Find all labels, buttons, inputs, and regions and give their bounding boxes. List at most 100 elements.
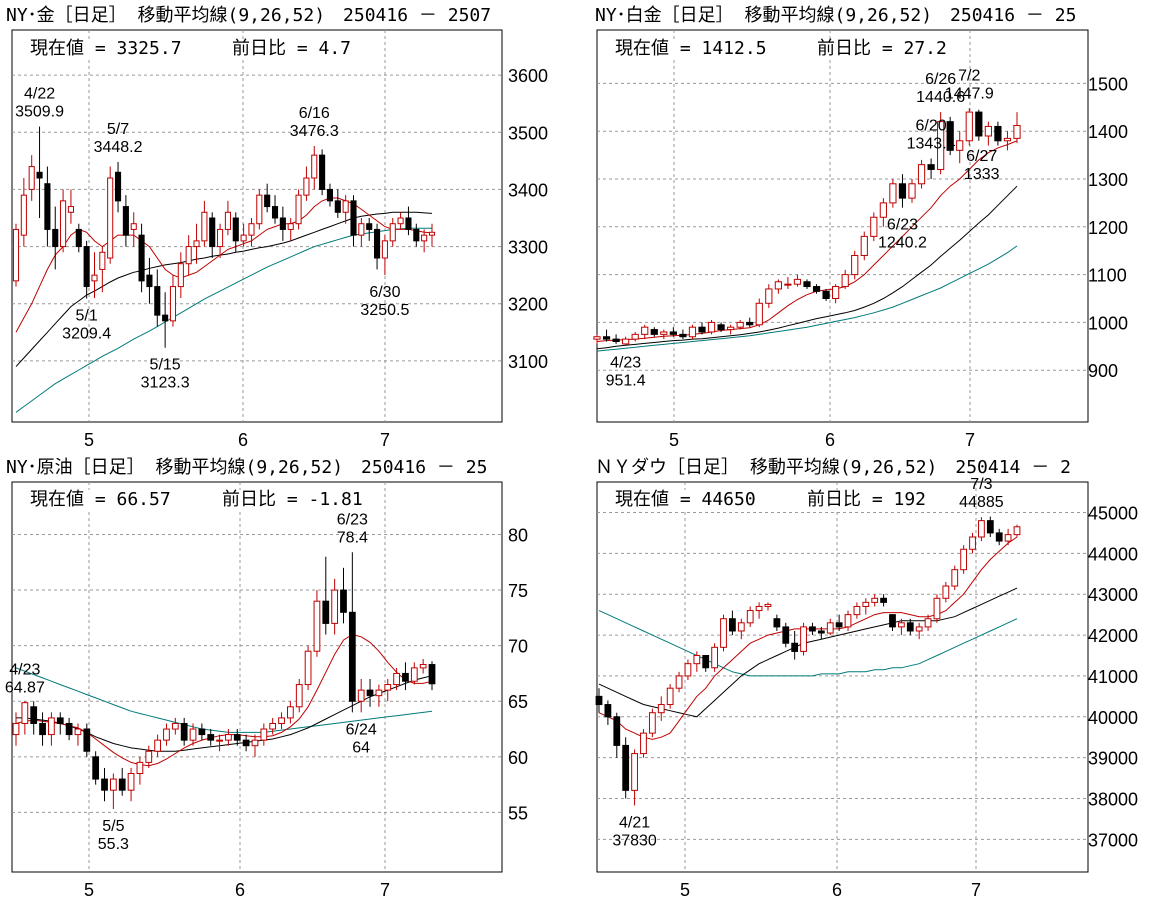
candle-body	[809, 626, 816, 632]
candle-body	[374, 228, 381, 259]
candle	[698, 322, 706, 335]
candle	[12, 223, 20, 287]
candle	[933, 594, 941, 623]
y-tick-label: 3500	[508, 123, 548, 143]
candle	[374, 223, 381, 270]
candle-body	[419, 664, 427, 669]
candle	[879, 198, 887, 227]
candle	[774, 279, 782, 294]
candle	[835, 614, 843, 631]
annotation-value: 37830	[612, 832, 657, 849]
candle-body	[130, 223, 137, 230]
candle-body	[666, 687, 674, 706]
candle	[169, 275, 177, 327]
candle	[1013, 524, 1021, 537]
candle-body	[707, 321, 716, 333]
candle-body	[660, 331, 668, 335]
candle	[924, 614, 932, 631]
candle-body	[421, 234, 428, 242]
candle	[812, 284, 821, 294]
annotation-date: 4/23	[9, 662, 40, 679]
candle	[937, 112, 945, 175]
candle-body	[216, 739, 223, 742]
candle-body	[906, 622, 914, 632]
candle	[951, 565, 959, 591]
candle	[350, 195, 357, 247]
annotation-date: 6/30	[369, 284, 400, 301]
candle-body	[127, 773, 135, 791]
ma26-line	[596, 185, 1018, 350]
candle-body	[879, 202, 887, 218]
candle	[216, 734, 223, 752]
candle	[413, 223, 420, 247]
x-tick-label: 7	[380, 880, 390, 900]
candle-body	[20, 194, 27, 236]
candle	[271, 195, 279, 224]
candle	[217, 223, 224, 258]
candle	[260, 723, 268, 746]
chart-panel-gold: NY･金［日足］ 移動平均線(9,26,52) 250416 － 2507 5 6…	[0, 0, 585, 451]
candle-body	[413, 228, 420, 242]
candle	[225, 729, 232, 746]
ma9-line	[15, 197, 433, 333]
y-tick-label: 41000	[1088, 667, 1138, 687]
candle-body	[389, 223, 396, 242]
candle-body	[162, 314, 169, 322]
candle-body	[995, 532, 1003, 542]
candle	[755, 298, 763, 328]
candle	[74, 723, 82, 746]
ma52-line	[598, 610, 1018, 677]
chart-header: NY･原油［日足］ 移動平均線(9,26,52) 250416 － 25	[6, 457, 488, 478]
candle-body	[251, 739, 259, 747]
candle-body	[835, 622, 843, 628]
candle	[602, 329, 611, 342]
day-change: 前日比 = 192	[807, 489, 927, 510]
candle-body	[295, 194, 302, 225]
candle	[736, 320, 744, 330]
candle	[746, 317, 754, 328]
candle-body	[107, 177, 114, 259]
candle	[21, 701, 29, 735]
annotation-date: 6/24	[346, 721, 377, 738]
annotation-date: 6/27	[966, 148, 997, 165]
candle	[402, 662, 409, 691]
candle-body	[163, 728, 170, 741]
candle	[428, 223, 436, 247]
candle-body	[410, 667, 418, 682]
candle-body	[933, 597, 941, 620]
candle-body	[12, 228, 20, 282]
candle	[311, 146, 318, 190]
candle	[28, 155, 35, 201]
candle	[1013, 112, 1021, 144]
plot-frame	[11, 481, 503, 873]
candle	[1003, 131, 1012, 151]
candle	[702, 655, 710, 672]
candle-body	[264, 194, 271, 208]
candle-body	[242, 739, 250, 747]
candle-body	[889, 614, 896, 628]
candle-body	[118, 778, 126, 791]
candle-body	[65, 722, 73, 736]
candle	[269, 717, 277, 735]
candle-body	[604, 704, 612, 718]
candle-body	[154, 739, 161, 752]
candle	[136, 756, 144, 785]
candle-body	[889, 183, 897, 204]
candle-body	[675, 675, 683, 689]
candle	[278, 712, 285, 730]
candle-body	[397, 217, 404, 225]
x-tick-label: 5	[669, 430, 679, 450]
candle	[322, 556, 330, 635]
day-change: 前日比 = 27.2	[817, 38, 947, 59]
y-tick-label: 75	[508, 581, 528, 601]
y-tick-label: 40000	[1088, 708, 1138, 728]
candle-body	[198, 728, 206, 736]
candle	[251, 734, 259, 757]
candle	[30, 701, 38, 735]
candle-body	[755, 302, 763, 326]
